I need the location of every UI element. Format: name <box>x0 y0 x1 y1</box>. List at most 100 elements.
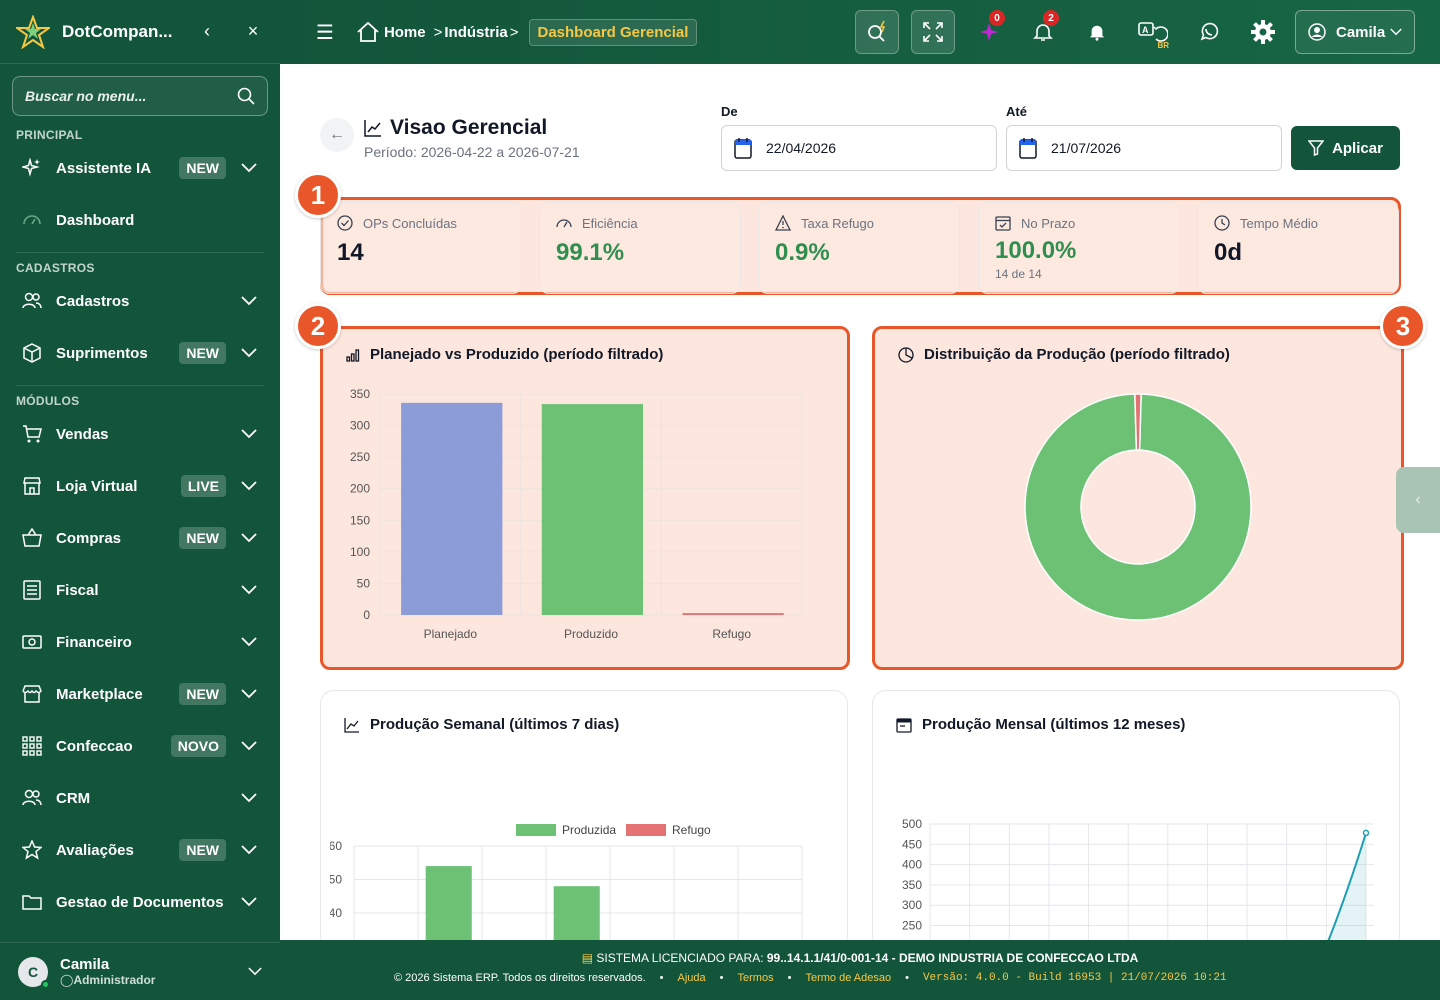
chevron-down-icon <box>240 842 258 859</box>
kpi-value: 0.9% <box>775 239 830 266</box>
sidebar-item-vendas[interactable]: Vendas <box>0 408 280 460</box>
donut-chart-title-text: Distribuição da Produção (período filtra… <box>924 346 1230 363</box>
new-badge: NEW <box>179 839 226 861</box>
sidebar-user[interactable]: C Camila ◯Administrador <box>0 942 280 1000</box>
user-name: Camila <box>60 956 110 973</box>
bullet: • <box>719 972 724 984</box>
sparkle-icon <box>22 158 42 178</box>
sidebar-item-fiscal[interactable]: Fiscal <box>0 564 280 616</box>
sidebar-item-assistente-ia[interactable]: Assistente IA NEW <box>0 142 280 194</box>
new-badge: NEW <box>179 683 226 705</box>
sidebar-item-compras[interactable]: Compras NEW <box>0 512 280 564</box>
sidebar-item-label: Assistente IA <box>56 159 152 177</box>
whatsapp-button[interactable] <box>1187 10 1231 54</box>
breadcrumb: Home > Indústria > Dashboard Gerencial <box>356 18 698 46</box>
kpi-card-ops: OPs Concluídas 14 <box>320 202 522 294</box>
translate-icon: A <box>1138 22 1168 42</box>
settings-button[interactable] <box>1241 10 1285 54</box>
search-bolt-icon <box>868 20 886 42</box>
page-subtitle: Período: 2026-04-22 a 2026-07-21 <box>364 144 580 160</box>
menu-icon[interactable]: ☰ <box>316 21 334 44</box>
notification-count: 2 <box>1043 10 1059 26</box>
sidebar-item-label: Gestao de Documentos <box>56 893 224 911</box>
date-to-group: Até 21/07/2026 <box>1006 104 1282 171</box>
menu-search-input[interactable] <box>25 88 237 104</box>
calendar-icon <box>1019 138 1037 159</box>
kpi-value: 99.1% <box>556 239 625 266</box>
sidebar-item-dashboard[interactable]: Dashboard <box>0 194 280 246</box>
chevron-down-icon[interactable] <box>248 963 262 981</box>
collapse-sidebar-icon[interactable]: ‹ <box>204 21 210 41</box>
adhesion-terms-link[interactable]: Termo de Adesao <box>805 972 892 984</box>
data-point <box>1362 829 1370 837</box>
sidebar-item-avaliacoes[interactable]: Avaliações NEW <box>0 824 280 876</box>
apply-button[interactable]: Aplicar <box>1291 126 1400 170</box>
ai-sparkle-button[interactable]: 0 <box>967 10 1011 54</box>
back-button[interactable]: ← <box>320 118 354 152</box>
x-tick-label: Produzido <box>564 627 618 641</box>
breadcrumb-home[interactable]: Home <box>383 23 426 41</box>
bullet: • <box>787 972 792 984</box>
monthly-production-card <box>872 690 1400 950</box>
slice-produzido <box>1024 393 1252 621</box>
help-link[interactable]: Ajuda <box>677 972 706 984</box>
brand-name: DotCompan... <box>62 21 173 41</box>
notifications-button[interactable]: 2 <box>1021 10 1065 54</box>
sidebar-item-loja-virtual[interactable]: Loja Virtual LIVE <box>0 460 280 512</box>
language-button[interactable]: A BR <box>1131 10 1175 54</box>
y-tick-label: 40 <box>330 906 342 920</box>
sidebar-header: DotCompan... ‹ × <box>0 0 280 64</box>
y-tick-label: 250 <box>350 450 370 464</box>
kpi-value: 14 <box>337 239 364 266</box>
store-icon <box>22 476 42 496</box>
breadcrumb-separator: > <box>509 23 519 41</box>
close-icon[interactable]: × <box>247 21 259 41</box>
y-tick-label: 350 <box>902 878 922 892</box>
x-tick-label: Planejado <box>424 627 478 641</box>
trend-line-icon <box>344 717 360 733</box>
online-status-icon <box>41 979 50 989</box>
bar-produzida <box>425 866 472 940</box>
sidebar-item-cadastros[interactable]: Cadastros <box>0 275 280 327</box>
document-icon <box>22 580 42 600</box>
footer: ▤ SISTEMA LICENCIADO PARA: 99..14.1.1/41… <box>280 940 1440 1000</box>
kpi-label: No Prazo <box>1021 215 1076 231</box>
user-menu-button[interactable]: Camila <box>1295 10 1415 54</box>
legend-swatch <box>626 824 666 836</box>
topbar: ☰ Home > Indústria > Dashboard Gerencial… <box>280 0 1440 64</box>
topbar-actions: 0 2 A BR <box>855 10 1285 54</box>
bullet: • <box>659 972 664 984</box>
sidebar-item-label: Cadastros <box>56 292 130 310</box>
alerts-button[interactable] <box>1075 10 1119 54</box>
sidebar-item-suprimentos[interactable]: Suprimentos NEW <box>0 327 280 379</box>
sidebar-item-marketplace[interactable]: Marketplace NEW <box>0 668 280 720</box>
sidebar-item-gestao-documentos[interactable]: Gestao de Documentos <box>0 876 280 928</box>
shop-icon <box>22 684 42 704</box>
callout-badge-3: 3 <box>1380 303 1426 349</box>
calendar-check-icon <box>995 215 1011 231</box>
y-tick-label: 50 <box>357 576 371 590</box>
user-role-text: Administrador <box>73 973 156 987</box>
y-tick-label: 150 <box>350 513 370 527</box>
search-icon[interactable] <box>237 87 255 105</box>
chevron-down-icon <box>240 293 258 310</box>
date-to-input[interactable]: 21/07/2026 <box>1006 125 1282 171</box>
gauge-icon <box>22 210 42 230</box>
right-panel-toggle[interactable]: ‹ <box>1396 467 1440 533</box>
sidebar-item-financeiro[interactable]: Financeiro <box>0 616 280 668</box>
sidebar-item-confeccao[interactable]: Confeccao NOVO <box>0 720 280 772</box>
home-icon[interactable] <box>356 21 380 43</box>
terms-link[interactable]: Termos <box>737 972 774 984</box>
date-from-input[interactable]: 22/04/2026 <box>721 125 997 171</box>
quick-search-button[interactable] <box>855 10 899 54</box>
sidebar-item-crm[interactable]: CRM <box>0 772 280 824</box>
star-logo-icon <box>16 14 50 49</box>
notification-count: 0 <box>989 10 1005 26</box>
breadcrumb-industria[interactable]: Indústria <box>444 23 508 41</box>
fullscreen-button[interactable] <box>911 10 955 54</box>
y-tick-label: 300 <box>902 898 922 912</box>
new-badge: NEW <box>179 342 226 364</box>
series-line <box>1300 832 1367 940</box>
money-icon <box>22 632 42 652</box>
sidebar-item-label: Vendas <box>56 425 109 443</box>
